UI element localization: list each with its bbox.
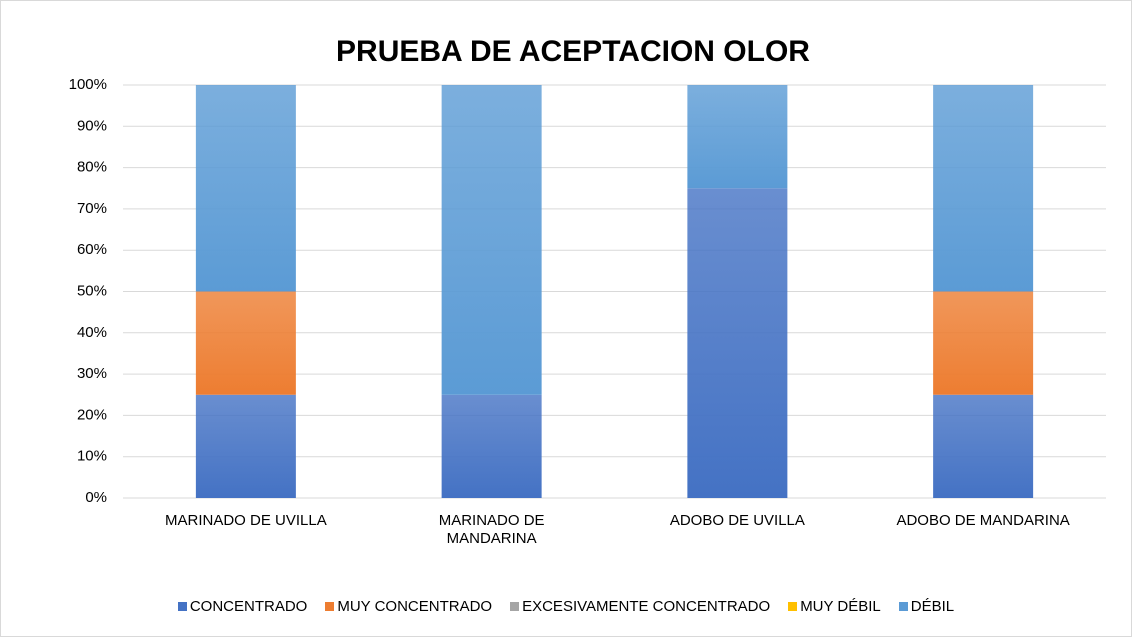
legend-item: EXCESIVAMENTE CONCENTRADO <box>510 598 770 615</box>
x-tick-label: ADOBO DE MANDARINA <box>896 512 1070 529</box>
bar-segment <box>933 394 1034 498</box>
legend-item: CONCENTRADO <box>177 598 308 615</box>
y-tick-label: 70% <box>77 200 107 217</box>
legend-swatch <box>788 602 798 611</box>
legend-label: DÉBIL <box>910 598 955 615</box>
bar-segment <box>687 188 788 498</box>
legend-swatch <box>898 602 908 611</box>
bar-segment <box>195 85 296 292</box>
legend-swatch <box>510 602 520 611</box>
y-tick-label: 20% <box>77 406 107 423</box>
bar-segment <box>933 291 1034 395</box>
y-tick-label: 10% <box>77 448 107 465</box>
y-tick-label: 50% <box>77 282 107 299</box>
x-tick-label: ADOBO DE UVILLA <box>669 512 805 529</box>
legend-item: MUY CONCENTRADO <box>325 598 492 615</box>
y-tick-label: 80% <box>77 159 107 176</box>
bar-segment <box>195 394 296 498</box>
x-tick-label: MARINADO DE MANDARINA <box>438 512 545 547</box>
y-tick-label: 30% <box>77 365 107 382</box>
y-tick-label: 60% <box>77 241 107 258</box>
legend: CONCENTRADO MUY CONCENTRADO EXCESIVAMENTE … <box>1 598 1131 615</box>
bar-segment <box>441 85 542 395</box>
y-tick-label: 0% <box>85 489 107 506</box>
chart-title: PRUEBA DE ACEPTACION OLOR <box>336 35 810 68</box>
y-tick-label: 100% <box>69 76 107 93</box>
legend-label: CONCENTRADO <box>189 598 308 615</box>
legend-swatch <box>325 602 335 611</box>
y-tick-label: 40% <box>77 324 107 341</box>
bar-segment <box>933 85 1034 292</box>
legend-label: MUY CONCENTRADO <box>337 598 493 615</box>
legend-item: MUY DÉBIL <box>788 598 881 615</box>
legend-label: EXCESIVAMENTE CONCENTRADO <box>522 598 771 615</box>
legend-swatch <box>177 602 187 611</box>
bar-segment <box>441 394 542 498</box>
bar-segment <box>687 85 788 189</box>
bar-segment <box>195 291 296 395</box>
x-tick-label: MARINADO DE UVILLA <box>165 512 327 529</box>
legend-label: MUY DÉBIL <box>800 598 881 615</box>
y-tick-label: 90% <box>77 117 107 134</box>
legend-item: DÉBIL <box>898 598 955 615</box>
